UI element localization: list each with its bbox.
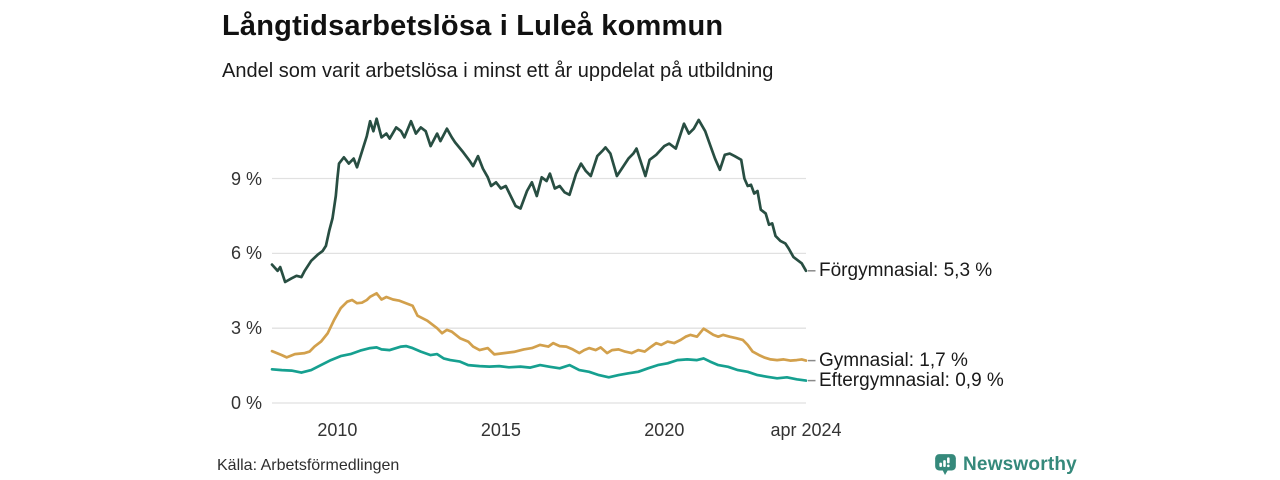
- series-label-eftergymnasial: Eftergymnasial: 0,9 %: [819, 369, 1004, 391]
- y-axis-tick-label: 9 %: [230, 168, 262, 189]
- y-axis-tick-label: 3 %: [230, 318, 262, 339]
- series-label-forgymnasial: Förgymnasial: 5,3 %: [819, 259, 993, 281]
- x-axis-tick-label: 2020: [644, 420, 685, 440]
- x-axis-tick-label: 2015: [480, 420, 521, 440]
- source-text: Källa: Arbetsförmedlingen: [217, 457, 400, 474]
- brand-name: Newsworthy: [963, 453, 1077, 475]
- series-label-gymnasial: Gymnasial: 1,7 %: [819, 349, 968, 371]
- x-axis-tick-label: 2010: [317, 420, 358, 440]
- newsworthy-chart-bubble-icon: [934, 453, 957, 476]
- y-axis-tick-label: 0 %: [230, 393, 262, 413]
- page-subtitle: Andel som varit arbetslösa i minst ett å…: [222, 60, 774, 82]
- brand-logo[interactable]: Newsworthy: [934, 453, 1077, 476]
- y-axis-tick-label: 6 %: [230, 243, 262, 264]
- x-axis-tick-label: apr 2024: [770, 420, 842, 440]
- page-title: Långtidsarbetslösa i Luleå kommun: [222, 10, 724, 42]
